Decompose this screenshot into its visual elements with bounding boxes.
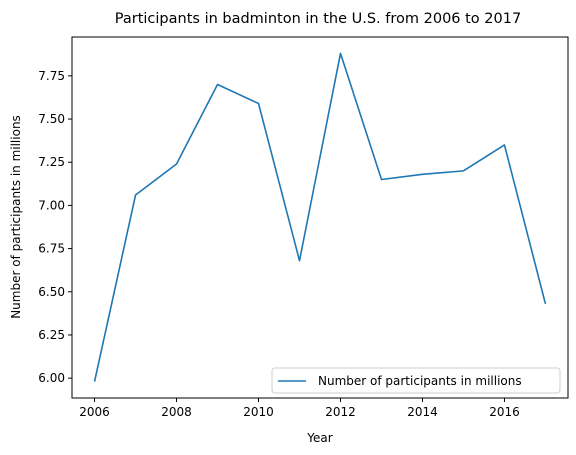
plot-frame xyxy=(71,36,569,399)
legend: Number of participants in millions xyxy=(271,367,561,394)
series-layer xyxy=(93,52,547,382)
chart-title: Participants in badminton in the U.S. fr… xyxy=(115,11,521,27)
y-tick-label: 6.75 xyxy=(38,242,65,256)
y-tick-label: 7.75 xyxy=(38,69,65,83)
y-tick-label: 6.25 xyxy=(38,328,65,342)
x-tick-label: 2012 xyxy=(325,405,356,419)
x-tick-label: 2014 xyxy=(407,405,438,419)
y-tick-label: 6.50 xyxy=(38,285,65,299)
series-line-0 xyxy=(93,52,547,382)
y-tick-label: 7.25 xyxy=(38,155,65,169)
y-tick-label: 7.50 xyxy=(38,112,65,126)
y-tick-label: 7.00 xyxy=(38,198,65,212)
legend-box xyxy=(271,367,561,394)
x-axis-label: Year xyxy=(306,431,332,445)
y-axis: 6.00 6.25 6.50 6.75 7.00 7.25 7.50 7.75 xyxy=(38,69,72,385)
y-axis-label: Number of participants in millions xyxy=(9,115,23,319)
plot-area xyxy=(71,36,569,399)
x-tick-label: 2016 xyxy=(489,405,520,419)
x-tick-label: 2006 xyxy=(79,405,110,419)
x-tick-label: 2008 xyxy=(161,405,192,419)
x-tick-label: 2010 xyxy=(243,405,274,419)
legend-entry-label: Number of participants in millions xyxy=(318,374,522,388)
x-axis: 2006 2008 2010 2012 2014 2016 xyxy=(79,398,520,419)
y-tick-label: 6.00 xyxy=(38,371,65,385)
